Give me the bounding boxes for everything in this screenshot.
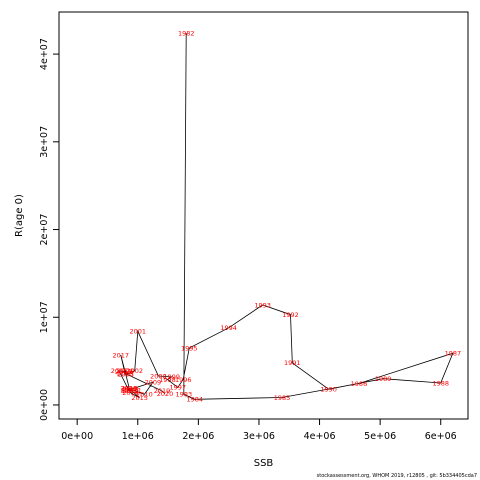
y-tick-label: 0e+00: [39, 389, 50, 421]
series-path: [118, 33, 454, 400]
year-label-1994: 1994: [220, 324, 237, 332]
year-label-1999: 1999: [163, 373, 180, 381]
year-label-2002: 2002: [126, 367, 143, 375]
x-tick-label: 3e+06: [243, 431, 275, 442]
year-label-1995: 1995: [181, 344, 198, 352]
year-label-2018: 2018: [117, 370, 134, 378]
year-label-1985: 1985: [274, 394, 291, 402]
year-label-1998: 1998: [159, 376, 176, 384]
x-tick-label: 0e+00: [61, 431, 93, 442]
year-label-2015: 2015: [131, 394, 148, 402]
year-label-2020: 2020: [157, 390, 174, 398]
year-label-2008: 2008: [122, 385, 139, 393]
year-label-2013: 2013: [120, 385, 137, 393]
year-label-1984: 1984: [186, 396, 203, 404]
y-axis-title: R(age 0): [14, 194, 25, 237]
year-label-1983: 1983: [176, 391, 193, 399]
year-label-2016: 2016: [121, 385, 138, 393]
x-tick-label: 4e+06: [304, 431, 336, 442]
y-tick-label: 1e+07: [39, 301, 50, 333]
year-label-2011: 2011: [125, 386, 142, 394]
year-label-1982: 1982: [178, 29, 195, 37]
y-tick-label: 4e+07: [39, 38, 50, 70]
year-label-2000: 2000: [150, 372, 167, 380]
year-label-2014: 2014: [122, 389, 139, 397]
year-label-2019: 2019: [154, 387, 171, 395]
year-label-2012: 2012: [122, 387, 139, 395]
year-label-2009: 2009: [145, 378, 162, 386]
x-axis-title: SSB: [254, 458, 274, 469]
year-label-1993: 1993: [254, 301, 271, 309]
year-label-2010: 2010: [136, 391, 153, 399]
year-label-2017: 2017: [113, 351, 130, 359]
year-label-2006: 2006: [111, 367, 128, 375]
year-label-2005: 2005: [115, 368, 132, 376]
year-label-1987: 1987: [445, 350, 462, 358]
year-label-1997: 1997: [169, 384, 186, 392]
year-label-1991: 1991: [284, 359, 301, 367]
year-label-2003: 2003: [117, 371, 134, 379]
footnote: stockassessment.org, WHOM 2019, r12805 ,…: [316, 473, 477, 479]
x-tick-label: 5e+06: [364, 431, 396, 442]
year-label-1988: 1988: [432, 379, 449, 387]
year-label-2001: 2001: [129, 328, 146, 336]
axes: 0e+00 1e+06 2e+06 3e+06 4e+06 5e+06 6e+06 0e+00…: [39, 38, 457, 442]
x-tick-label: 1e+06: [122, 431, 154, 442]
year-label-1996: 1996: [175, 376, 192, 384]
year-label-1989: 1989: [375, 375, 392, 383]
year-label-1992: 1992: [282, 311, 299, 319]
x-tick-label: 6e+06: [425, 431, 457, 442]
y-tick-label: 2e+07: [39, 214, 50, 246]
year-label-2004: 2004: [117, 367, 134, 375]
x-tick-label: 2e+06: [182, 431, 214, 442]
year-label-1990: 1990: [320, 385, 337, 393]
y-tick-label: 3e+07: [39, 126, 50, 158]
year-label-2007: 2007: [120, 386, 137, 394]
year-label-1986: 1986: [351, 380, 368, 388]
series-line: [118, 33, 454, 400]
